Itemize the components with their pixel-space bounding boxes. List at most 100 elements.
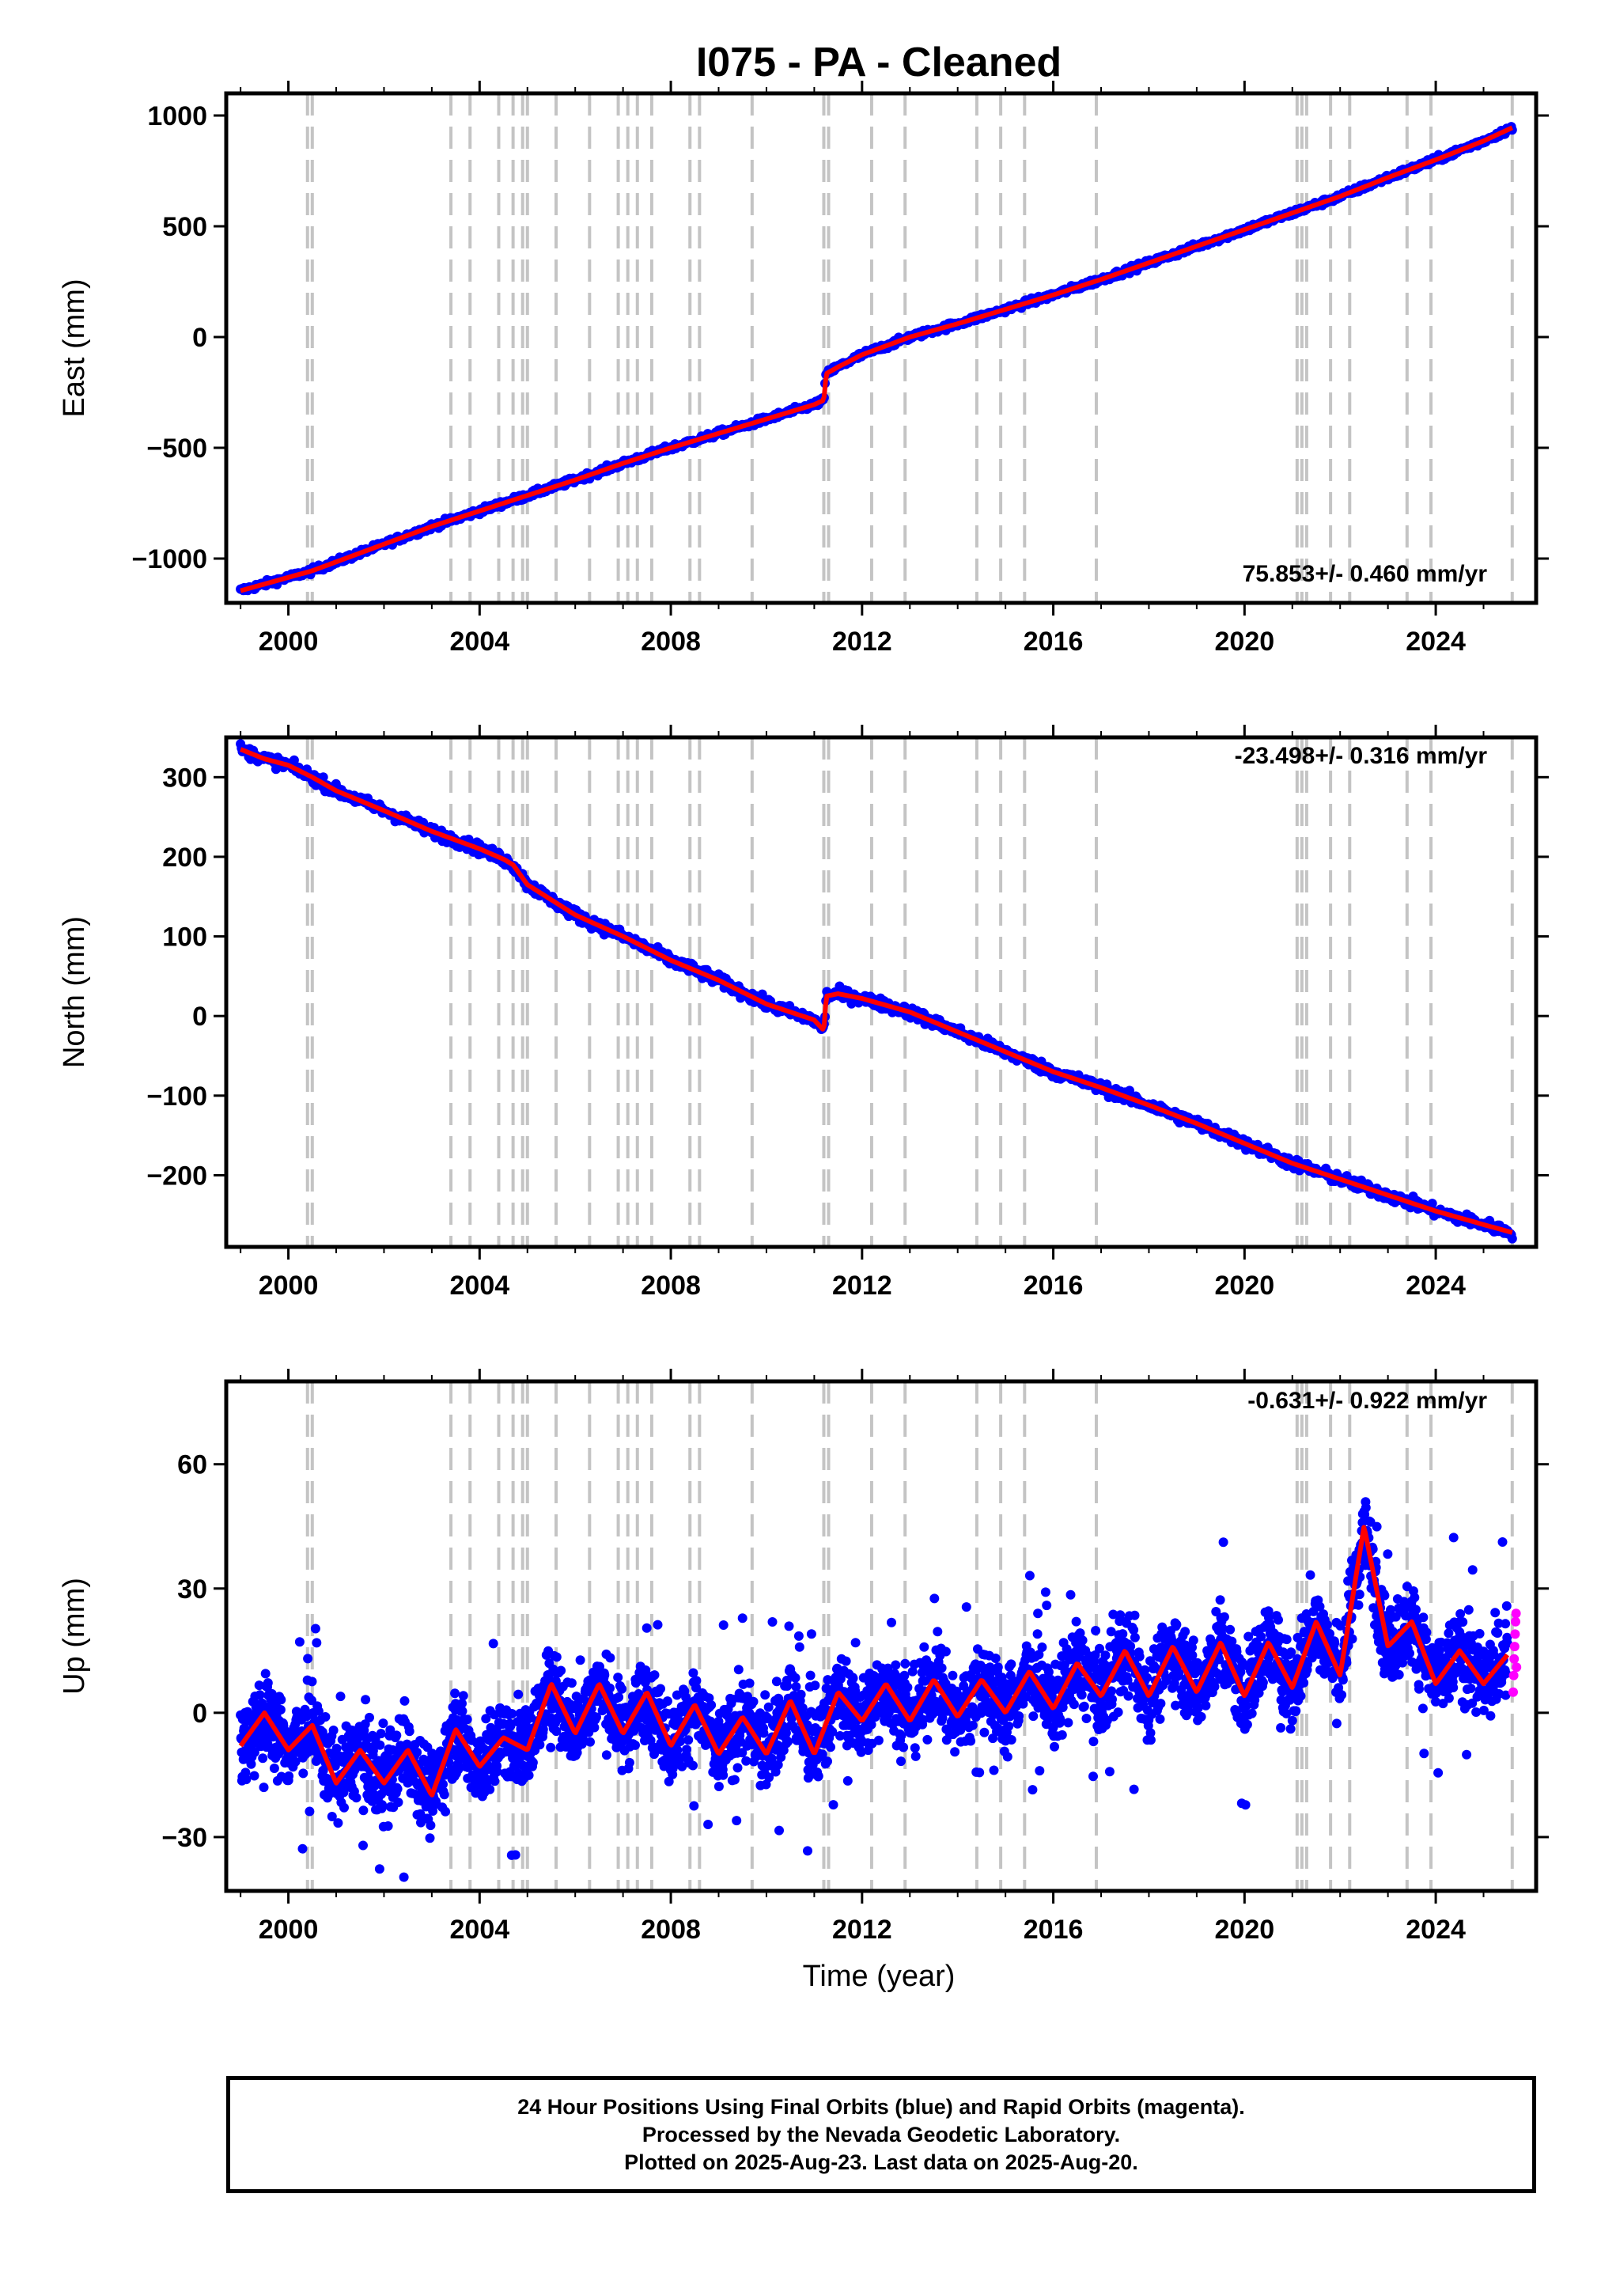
data-point <box>276 1695 286 1705</box>
data-point <box>392 1730 402 1741</box>
data-point <box>365 1712 374 1722</box>
data-point <box>759 1728 769 1738</box>
data-point <box>507 1709 517 1718</box>
data-point <box>404 1726 414 1737</box>
x-tick-label: 2008 <box>641 627 701 657</box>
model-curve <box>239 125 1514 593</box>
y-axis-label: North (mm) <box>58 916 91 1068</box>
data-point <box>803 1846 812 1856</box>
data-point <box>333 1818 343 1828</box>
x-tick-label: 2016 <box>1024 1271 1084 1301</box>
x-tick-label: 2008 <box>641 1271 701 1301</box>
data-point <box>335 1692 346 1702</box>
data-point <box>259 1783 269 1793</box>
data-point <box>551 1652 562 1662</box>
data-point <box>313 1706 324 1716</box>
panels: 2000 2004 2008 2012 2016 2020 2024−1000−500050… <box>58 81 1549 1945</box>
data-point <box>331 1743 342 1753</box>
data-point <box>784 1621 794 1631</box>
data-point <box>556 1665 566 1676</box>
y-tick-label: 200 <box>162 843 207 873</box>
data-point <box>793 1631 804 1641</box>
data-point <box>441 1806 451 1817</box>
data-point <box>706 1700 717 1711</box>
data-point <box>689 1801 699 1811</box>
data-point <box>649 1670 660 1680</box>
data-point <box>263 1739 273 1749</box>
data-point <box>842 1775 853 1786</box>
x-tick-label: 2004 <box>450 1271 510 1301</box>
data-point <box>806 1629 816 1639</box>
x-tick-label: 2020 <box>1215 627 1275 657</box>
chart-title: I075 - PA - Cleaned <box>696 40 1062 85</box>
data-point <box>383 1821 393 1831</box>
data-point <box>462 1714 472 1725</box>
data-point <box>249 1771 259 1781</box>
data-point <box>298 1768 308 1779</box>
data-point <box>718 1620 729 1630</box>
data-point <box>782 1681 793 1691</box>
data-point <box>891 1660 901 1670</box>
data-point <box>303 1654 313 1664</box>
data-point <box>805 1670 816 1680</box>
y-tick-label: −1000 <box>132 544 208 574</box>
data-point <box>600 1670 610 1680</box>
data-point <box>361 1695 371 1705</box>
data-point <box>656 1684 665 1694</box>
x-tick-label: 2012 <box>832 1271 892 1301</box>
data-point <box>703 1820 713 1829</box>
data-point <box>794 1642 804 1652</box>
data-point <box>374 1864 384 1874</box>
data-point <box>528 1757 538 1767</box>
data-point <box>887 1617 896 1627</box>
y-tick-label: −500 <box>146 434 207 464</box>
data-point <box>275 1705 286 1714</box>
data-point <box>439 1790 449 1800</box>
panel-north: 2000 2004 2008 2012 2016 2020 2024−200−1000100… <box>58 725 1549 1301</box>
data-point <box>791 1681 801 1692</box>
data-point <box>605 1653 615 1663</box>
data-point <box>713 1782 724 1791</box>
data-point <box>345 1744 355 1753</box>
data-point <box>605 1683 615 1693</box>
y-tick-label: 0 <box>192 323 207 353</box>
data-point <box>358 1840 368 1851</box>
data-point <box>737 1613 748 1623</box>
data-point <box>305 1806 315 1817</box>
data-point <box>899 1742 909 1752</box>
x-tick-label: 2024 <box>1406 1271 1466 1301</box>
data-point <box>767 1617 778 1627</box>
data-point <box>614 1692 624 1703</box>
data-point <box>744 1678 755 1688</box>
data-point <box>896 1756 906 1767</box>
data-point <box>757 989 767 999</box>
data-point <box>267 1688 277 1699</box>
data-point <box>796 1689 806 1699</box>
data-point <box>813 1771 823 1781</box>
data-point <box>546 1742 556 1752</box>
data-point <box>828 1800 838 1810</box>
data-point <box>328 1726 339 1735</box>
y-tick-label: −100 <box>146 1082 207 1112</box>
data-point <box>826 1742 835 1752</box>
data-point <box>783 1737 793 1747</box>
data-point <box>450 1688 460 1699</box>
data-point <box>732 1763 743 1773</box>
data-point <box>426 1821 436 1831</box>
y-tick-label: 0 <box>192 1002 207 1032</box>
panel-east: 2000 2004 2008 2012 2016 2020 2024−1000−500050… <box>58 81 1549 657</box>
data-point <box>624 1757 634 1767</box>
data-point <box>297 1843 308 1854</box>
data-point <box>488 1639 498 1649</box>
data-point <box>733 1665 744 1675</box>
data-point <box>358 1805 369 1816</box>
data-point <box>575 1655 585 1665</box>
data-point <box>524 1770 534 1780</box>
data-point <box>310 1623 320 1634</box>
data-point <box>900 1658 910 1669</box>
data-point <box>682 1745 691 1755</box>
data-point <box>246 1759 256 1769</box>
data-point <box>425 1833 435 1843</box>
data-point <box>375 1740 385 1750</box>
